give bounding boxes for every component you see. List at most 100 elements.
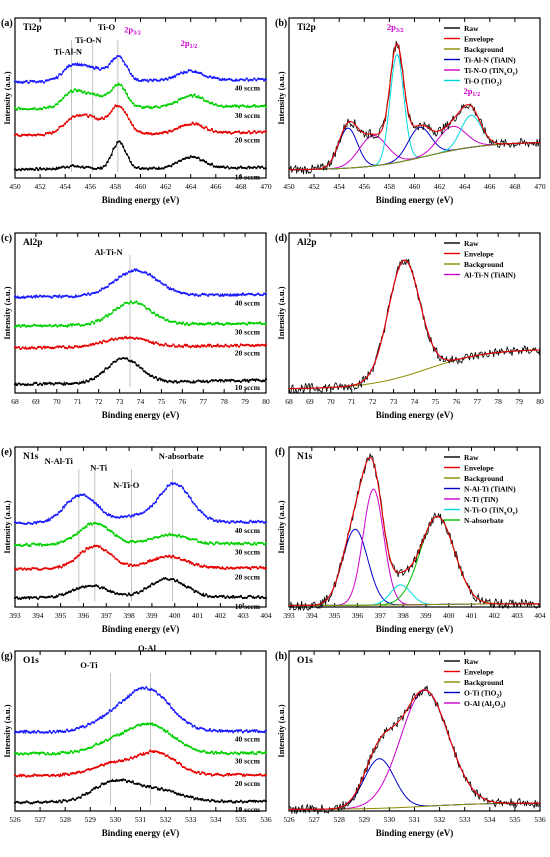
data-point [122, 337, 125, 340]
data-point [183, 535, 187, 538]
data-point [195, 538, 198, 541]
data-point [23, 543, 26, 547]
data-point [40, 295, 44, 298]
data-point [243, 800, 246, 803]
data-point [241, 343, 244, 347]
data-point [125, 515, 129, 518]
component-curve [288, 126, 541, 171]
data-point [154, 581, 158, 584]
data-point [156, 342, 159, 345]
data-point [181, 72, 185, 75]
data-point [114, 761, 117, 764]
data-point [39, 80, 42, 83]
data-point [259, 750, 262, 754]
data-point [73, 115, 76, 118]
data-point [66, 772, 69, 776]
data-point [152, 502, 156, 505]
data-point [27, 347, 30, 350]
data-point [123, 273, 127, 276]
data-point [31, 296, 34, 299]
data-point [93, 744, 96, 747]
data-point [112, 58, 115, 61]
data-point [75, 63, 78, 67]
data-point [208, 800, 212, 803]
peak-annotation: N-Ti [90, 462, 107, 472]
data-point [230, 799, 233, 802]
data-point [83, 770, 86, 773]
data-point [19, 134, 22, 138]
data-point [170, 482, 173, 485]
data-point [187, 768, 190, 771]
data-point [174, 758, 177, 762]
data-point [149, 374, 152, 377]
data-point [251, 378, 254, 381]
data-point [255, 131, 258, 135]
data-point [112, 86, 115, 89]
data-point [203, 749, 206, 752]
data-point [164, 754, 167, 757]
data-point [69, 500, 73, 503]
series-label: 10 sccm [235, 602, 261, 611]
data-point [23, 567, 26, 570]
data-point [106, 367, 109, 370]
data-point [15, 296, 19, 299]
data-point [139, 724, 142, 727]
data-point [191, 95, 194, 98]
data-point [31, 383, 34, 386]
data-point [143, 687, 146, 690]
data-point [203, 594, 206, 597]
data-point [239, 594, 242, 598]
data-point [137, 79, 140, 82]
data-point [35, 731, 38, 734]
data-point [179, 125, 183, 128]
data-point [149, 537, 152, 540]
data-point [93, 322, 96, 325]
data-point [13, 383, 17, 386]
data-point [83, 550, 86, 553]
data-point [214, 293, 217, 296]
data-point [137, 564, 140, 567]
data-point [210, 101, 214, 104]
data-point [67, 382, 71, 386]
data-point [87, 65, 90, 68]
data-point [261, 343, 264, 346]
data-point [216, 343, 219, 346]
x-tick-label: 403 [238, 611, 250, 620]
data-point [164, 488, 167, 491]
data-point [189, 123, 192, 126]
data-point [69, 89, 73, 92]
data-point [21, 107, 24, 110]
data-point [147, 688, 150, 691]
data-point [108, 339, 111, 342]
data-point [141, 303, 144, 306]
data-point [118, 306, 121, 310]
data-point [62, 124, 65, 127]
data-point [216, 380, 219, 383]
data-point [181, 487, 185, 490]
data-point [255, 729, 258, 732]
data-point [125, 92, 129, 95]
x-tick-label: 458 [110, 182, 122, 191]
data-point [206, 566, 210, 569]
data-point [87, 584, 90, 588]
data-point [114, 779, 117, 783]
x-tick-label: 532 [434, 815, 446, 824]
data-point [46, 519, 49, 522]
data-point [122, 562, 125, 565]
data-point [125, 272, 129, 275]
data-point [232, 378, 235, 382]
data-point [116, 83, 119, 87]
data-point [156, 788, 159, 791]
data-point [42, 294, 46, 297]
data-point [129, 540, 132, 543]
legend-entry: Background [464, 474, 504, 483]
data-point [62, 594, 65, 597]
x-tick-label: 73 [390, 397, 398, 406]
data-point [133, 361, 136, 364]
data-point [27, 81, 30, 85]
data-point [197, 562, 200, 566]
data-point [178, 321, 181, 324]
data-point [264, 343, 268, 346]
data-point [98, 289, 102, 292]
data-point [50, 132, 53, 135]
